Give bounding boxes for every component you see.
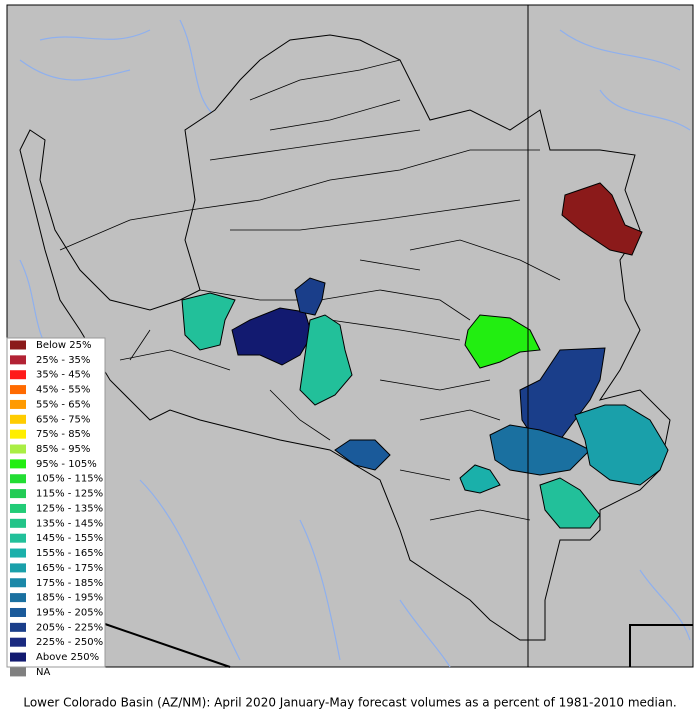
legend-swatch <box>10 385 26 395</box>
legend-swatch <box>10 667 26 677</box>
legend-swatch <box>10 548 26 558</box>
legend-label: NA <box>36 667 50 678</box>
legend-label: 105% - 115% <box>36 474 103 485</box>
legend-label: 145% - 155% <box>36 533 103 544</box>
legend-swatch <box>10 355 26 365</box>
legend: Below 25% 25% - 35% 35% - 45% 45% - 55% 55% … <box>6 337 106 678</box>
legend-label: 225% - 250% <box>36 637 103 648</box>
legend-label: 155% - 165% <box>36 548 103 559</box>
border-line <box>104 623 693 668</box>
legend-swatch <box>10 503 26 513</box>
legend-swatch <box>10 414 26 424</box>
legend-swatch <box>10 399 26 409</box>
legend-swatch <box>10 593 26 603</box>
legend-swatch <box>10 370 26 380</box>
legend-swatch <box>10 489 26 499</box>
legend-swatch <box>10 563 26 573</box>
legend-swatch <box>10 340 26 350</box>
legend-label: 55% - 65% <box>36 399 90 410</box>
legend-label: 135% - 145% <box>36 518 103 529</box>
legend-swatch <box>10 637 26 647</box>
sub-basin-lines <box>59 59 561 521</box>
legend-swatch <box>10 578 26 588</box>
legend-label: 115% - 125% <box>36 489 103 500</box>
legend-swatch <box>10 533 26 543</box>
legend-label: 205% - 225% <box>36 622 103 633</box>
legend-label: 45% - 55% <box>36 385 90 396</box>
legend-label: Below 25% <box>36 340 92 351</box>
legend-label: 65% - 75% <box>36 414 90 425</box>
legend-swatch <box>10 474 26 484</box>
legend-swatch <box>10 518 26 528</box>
legend-label: 85% - 95% <box>36 444 90 455</box>
legend-label: 165% - 175% <box>36 563 103 574</box>
legend-label: 35% - 45% <box>36 370 90 381</box>
legend-label: 125% - 135% <box>36 503 103 514</box>
legend-swatch <box>10 622 26 632</box>
basin-outline <box>19 34 671 641</box>
legend-swatch <box>10 444 26 454</box>
legend-label: 175% - 185% <box>36 578 103 589</box>
legend-swatch <box>10 607 26 617</box>
legend-swatch <box>10 429 26 439</box>
legend-label: 75% - 85% <box>36 429 90 440</box>
legend-label: 95% - 105% <box>36 459 97 470</box>
legend-label: 185% - 195% <box>36 593 103 604</box>
legend-swatch <box>10 459 26 469</box>
legend-label: 195% - 205% <box>36 607 103 618</box>
legend-swatch <box>10 652 26 662</box>
caption: Lower Colorado Basin (AZ/NM): April 2020… <box>23 696 676 710</box>
forecast-basins <box>181 182 669 529</box>
legend-label: 25% - 35% <box>36 355 90 366</box>
legend-label: Above 250% <box>36 652 99 663</box>
